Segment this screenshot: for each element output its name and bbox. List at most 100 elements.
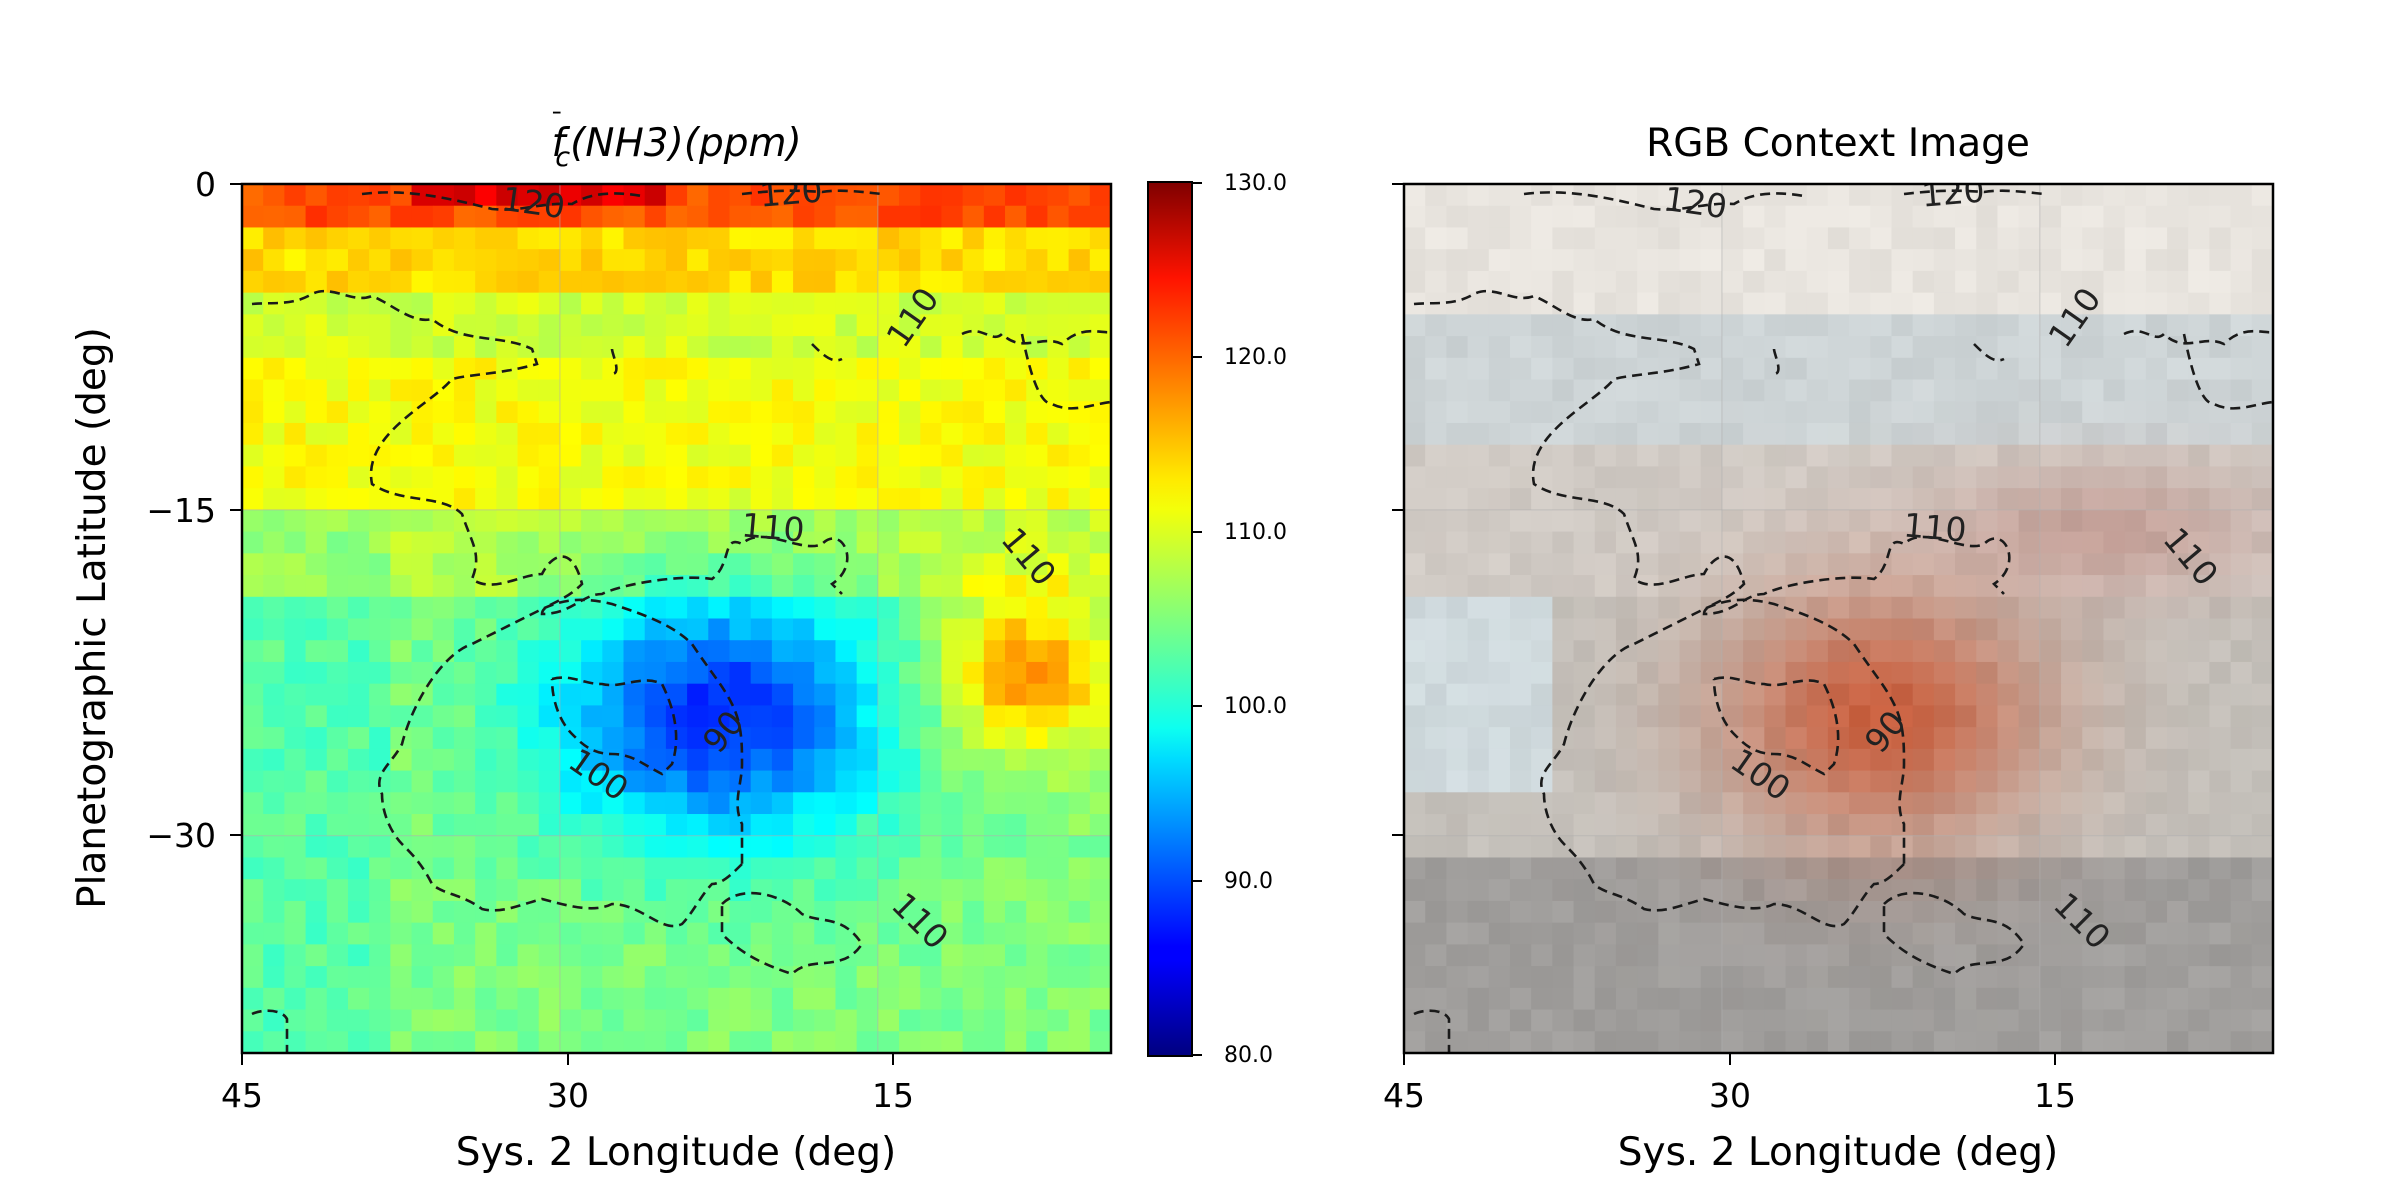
rgb-cell	[1552, 1031, 1575, 1053]
rgb-cell	[1764, 640, 1787, 663]
heatmap-cell	[284, 879, 307, 902]
heatmap-cell	[1005, 727, 1027, 750]
heatmap-cell	[305, 683, 328, 706]
rgb-cell	[2167, 705, 2189, 728]
heatmap-cell	[814, 379, 837, 402]
rgb-cell	[2018, 336, 2041, 359]
heatmap-cell	[242, 705, 264, 728]
rgb-cell	[1849, 792, 1871, 815]
heatmap-cell	[665, 357, 688, 381]
rgb-cell	[2230, 661, 2253, 685]
heatmap-cell	[793, 336, 815, 359]
heatmap-cell	[242, 1009, 264, 1032]
rgb-cell	[1404, 509, 1426, 533]
rgb-cell	[1467, 966, 1490, 989]
rgb-cell	[1933, 987, 1956, 1011]
rgb-cell	[1531, 640, 1553, 663]
heatmap-cell	[835, 683, 858, 706]
rgb-cell	[1404, 205, 1426, 229]
rgb-cell	[1870, 879, 1893, 902]
heatmap-cell	[517, 640, 540, 663]
rgb-cell	[1531, 792, 1553, 815]
heatmap-cell	[877, 422, 900, 446]
rgb-cell	[2124, 270, 2147, 294]
heatmap-cell	[517, 835, 540, 859]
rgb-cell	[1531, 1009, 1553, 1032]
rgb-cell	[1743, 683, 1765, 706]
rgb-cell	[2145, 488, 2168, 511]
heatmap-cell	[899, 922, 921, 945]
rgb-cell	[1891, 314, 1914, 337]
rgb-cell	[2251, 227, 2273, 250]
rgb-cell	[2209, 553, 2232, 576]
heatmap-cell	[962, 814, 985, 837]
rgb-cell	[1700, 488, 1723, 511]
rgb-cell	[1573, 944, 1596, 967]
contour-line	[1772, 343, 2005, 376]
heatmap-cell	[453, 205, 476, 229]
heatmap-cell	[771, 270, 794, 294]
rgb-cell	[2251, 1031, 2273, 1053]
rgb-cell	[2082, 727, 2105, 750]
heatmap-cell	[242, 249, 264, 272]
heatmap-cell	[983, 1031, 1006, 1053]
rgb-cell	[2230, 727, 2253, 750]
rgb-cell	[2209, 227, 2232, 250]
rgb-cell	[1785, 618, 1808, 641]
rgb-cell	[1891, 184, 1914, 207]
rgb-cell	[2082, 618, 2105, 641]
rgb-cell	[2167, 596, 2189, 620]
heatmap-cell	[475, 249, 497, 272]
heatmap-cell	[1005, 422, 1027, 446]
heatmap-cell	[941, 205, 964, 229]
heatmap-cell	[623, 466, 646, 489]
heatmap-cell	[347, 900, 370, 924]
rgb-cell	[1679, 857, 1702, 880]
rgb-cell	[1891, 509, 1914, 533]
heatmap-cell	[453, 575, 476, 598]
rgb-cell	[1721, 987, 1744, 1011]
heatmap-cell	[305, 227, 328, 250]
rgb-cell	[1467, 857, 1490, 880]
heatmap-cell	[983, 553, 1006, 576]
heatmap-cell	[920, 466, 943, 489]
rgb-cell	[1955, 292, 1977, 315]
rgb-cell	[2230, 531, 2253, 554]
rgb-cell	[2124, 683, 2147, 706]
rgb-cell	[1467, 531, 1490, 554]
rgb-cell	[2251, 270, 2273, 294]
heatmap-cell	[1068, 553, 1091, 576]
heatmap-cell	[920, 553, 943, 576]
rgb-cell	[1785, 727, 1808, 750]
heatmap-cell	[920, 205, 943, 229]
rgb-cell	[2209, 1009, 2232, 1032]
heatmap-cell	[962, 292, 985, 315]
rgb-cell	[1425, 314, 1447, 337]
rgb-cell	[1425, 444, 1447, 468]
rgb-cell	[1594, 857, 1617, 880]
contour-line	[961, 329, 1111, 410]
rgb-cell	[1806, 987, 1829, 1011]
heatmap-cell	[644, 987, 667, 1011]
rgb-cell	[2209, 966, 2232, 989]
heatmap-cell	[538, 531, 561, 554]
rgb-cell	[1594, 357, 1617, 381]
heatmap-cell	[263, 683, 285, 706]
rgb-cell	[2167, 270, 2189, 294]
rgb-cell	[2167, 422, 2189, 446]
rgb-cell	[2039, 618, 2062, 641]
rgb-cell	[1552, 922, 1575, 945]
heatmap-cell	[665, 835, 688, 859]
heatmap-cell	[538, 857, 561, 880]
heatmap-cell	[559, 835, 582, 859]
rgb-cell	[1615, 205, 1638, 229]
rgb-cell	[1446, 184, 1469, 207]
heatmap-cell	[1068, 770, 1091, 793]
rgb-cell	[1658, 814, 1681, 837]
rgb-cell	[2251, 357, 2273, 381]
heatmap-cell	[941, 488, 964, 511]
rgb-cell	[2061, 879, 2083, 902]
rgb-cell	[1997, 748, 2020, 772]
rgb-cell	[2209, 184, 2232, 207]
rgb-cell	[1997, 987, 2020, 1011]
